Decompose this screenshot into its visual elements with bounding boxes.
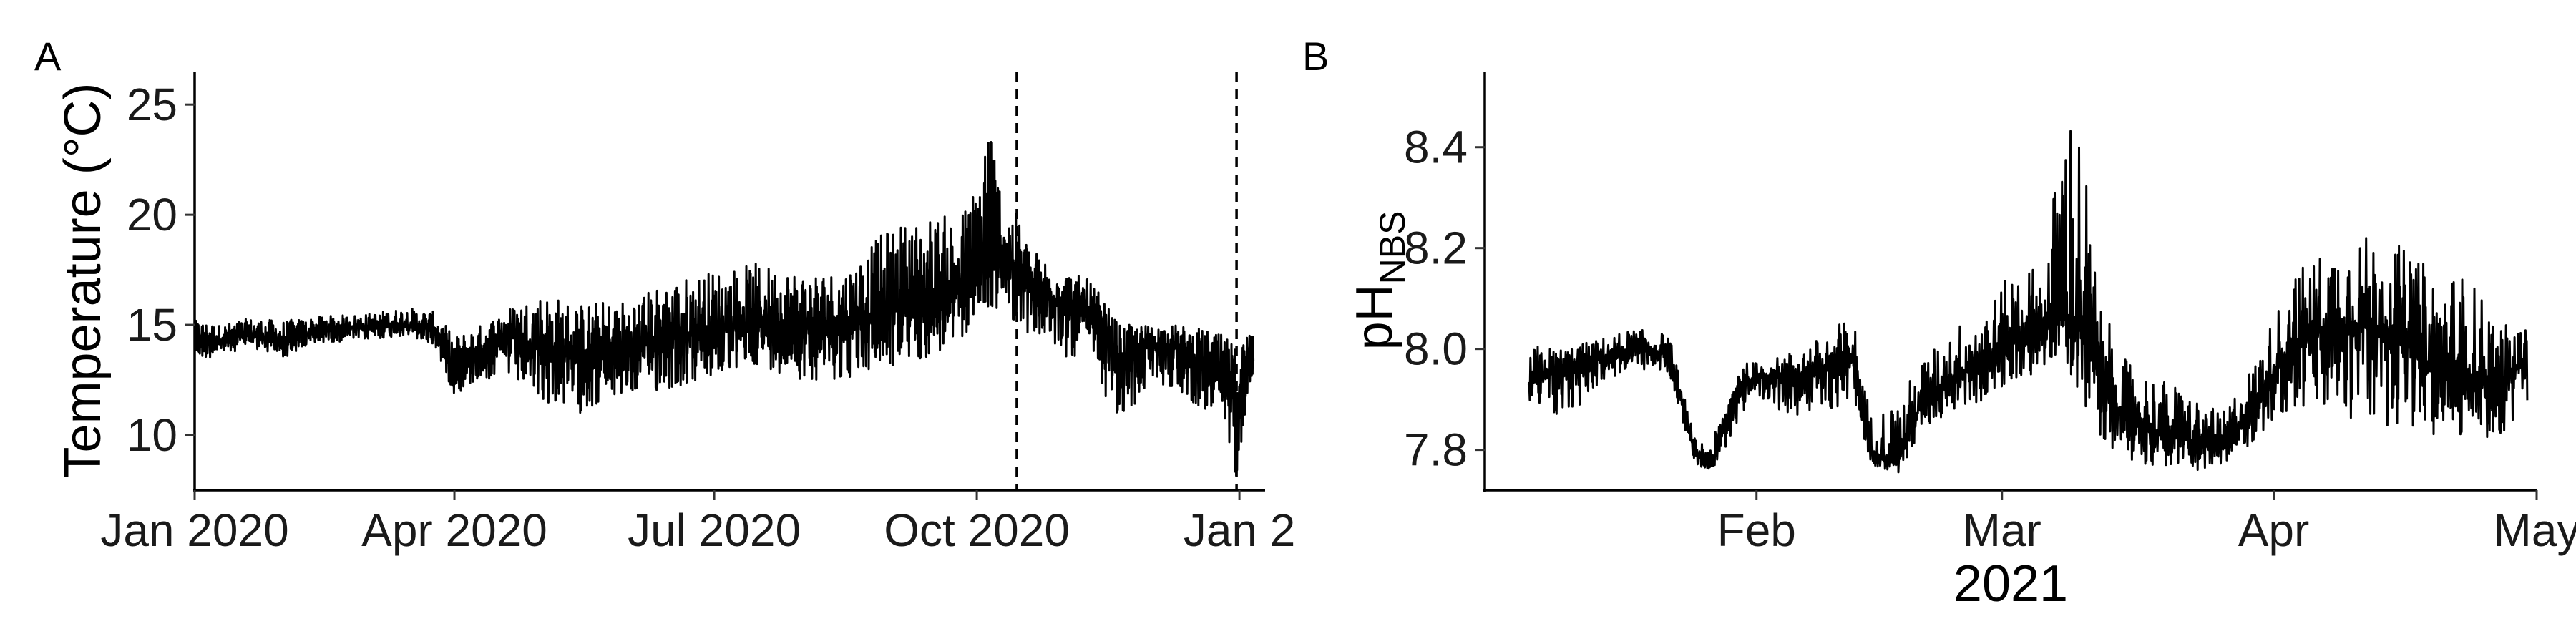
y-tick-label: 8.4	[1404, 122, 1468, 173]
panel-a: A 10 15 20 25 Jan 2020 Apr 2020 Jul 2020 Oct 20…	[34, 34, 1295, 556]
x-tick-label: Jan 2	[1184, 504, 1296, 556]
panel-b-x-axis-title: 2021	[1953, 555, 2068, 613]
x-tick-label: Feb	[1717, 504, 1796, 556]
y-tick-label: 25	[127, 79, 177, 130]
y-tick-label: 8.0	[1404, 323, 1468, 375]
panel-b-axes: 7.8 8.0 8.2 8.4 Feb Mar Apr May	[1404, 72, 2576, 556]
x-tick-label: Mar	[1963, 504, 2041, 556]
y-tick-label: 10	[127, 409, 177, 461]
y-tick-label: 8.2	[1404, 223, 1468, 274]
x-tick-label: May	[2494, 504, 2576, 556]
panel-b-y-axis-title: pHNBS	[1346, 211, 1413, 351]
y-tick-label: 20	[127, 189, 177, 240]
panel-a-y-axis-title: Temperature (°C)	[54, 83, 112, 479]
panel-b: B 7.8 8.0 8.2 8.4 Feb Mar Apr May pHNBS 2021	[1302, 34, 2576, 613]
x-tick-label: Apr 2020	[361, 504, 547, 556]
series-line	[193, 141, 1255, 477]
panel-b-series	[1527, 130, 2529, 474]
x-tick-label: Jan 2020	[100, 504, 288, 556]
panel-b-y-axis-title-subscript: NBS	[1372, 211, 1413, 285]
panel-b-label: B	[1302, 34, 1329, 79]
x-tick-label: Jul 2020	[628, 504, 801, 556]
y-tick-label: 7.8	[1404, 424, 1468, 476]
panel-a-series	[193, 141, 1255, 477]
series-line	[1527, 130, 2529, 474]
x-tick-label: Apr	[2238, 504, 2310, 556]
panel-a-reference-lines	[1015, 72, 1238, 490]
panel-a-label: A	[34, 34, 62, 79]
x-tick-label: Oct 2020	[884, 504, 1070, 556]
panel-b-y-axis-title-main: pH	[1346, 284, 1403, 350]
y-tick-label: 15	[127, 299, 177, 351]
panel-a-axes: 10 15 20 25 Jan 2020 Apr 2020 Jul 2020 Oct 2020…	[100, 72, 1295, 556]
